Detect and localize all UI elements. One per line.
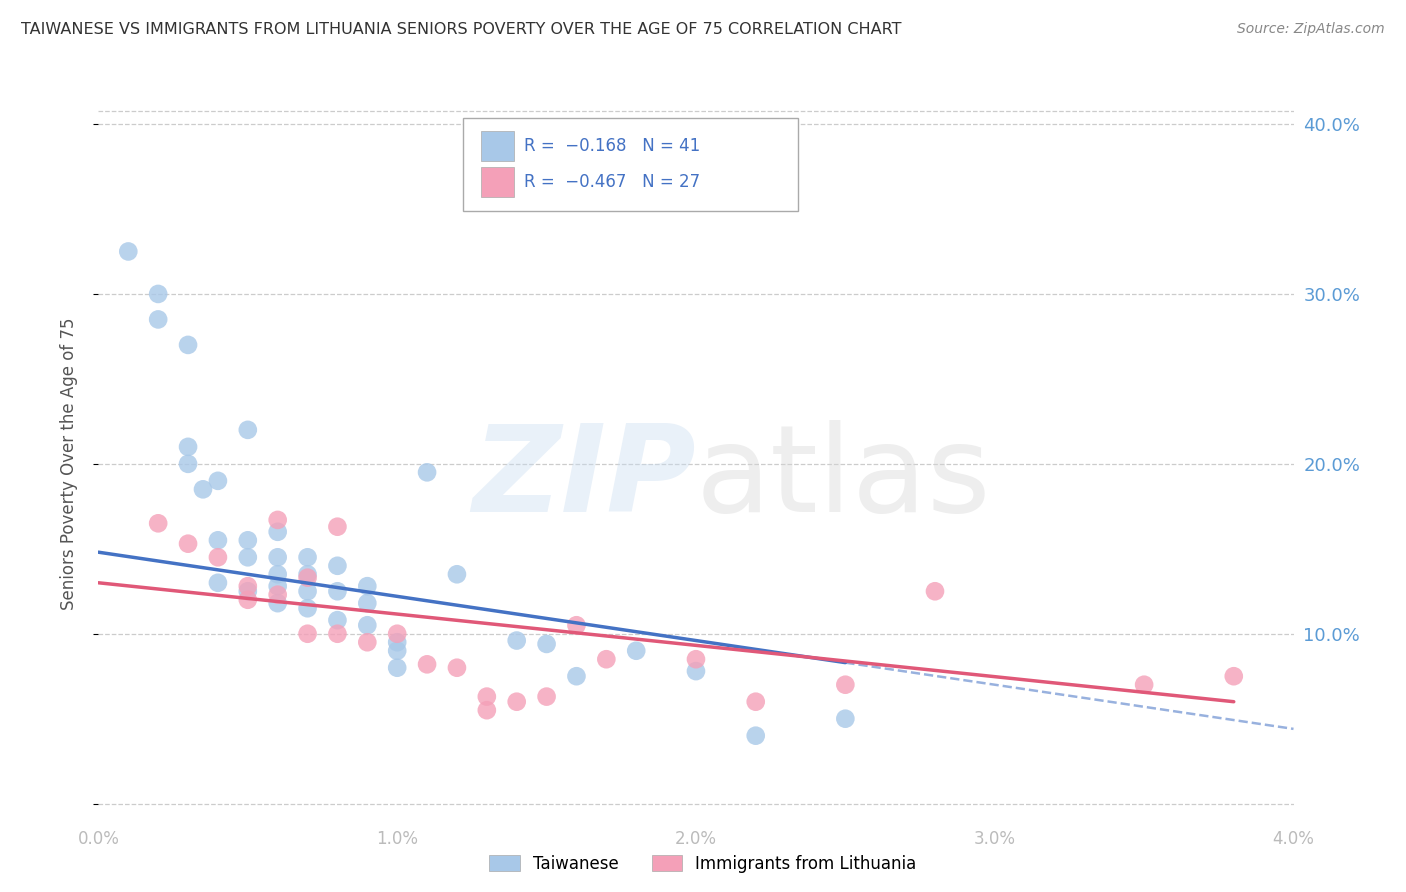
Point — [267, 567, 290, 582]
Point — [117, 244, 139, 259]
Point — [565, 618, 588, 632]
Point — [685, 664, 707, 678]
Point — [297, 567, 319, 582]
Point — [148, 287, 170, 301]
Point — [506, 695, 529, 709]
Text: atlas: atlas — [696, 419, 991, 537]
Point — [267, 588, 290, 602]
Legend: Taiwanese, Immigrants from Lithuania: Taiwanese, Immigrants from Lithuania — [482, 848, 924, 880]
Point — [385, 661, 409, 675]
Point — [267, 513, 290, 527]
Point — [236, 550, 259, 565]
Text: Source: ZipAtlas.com: Source: ZipAtlas.com — [1237, 22, 1385, 37]
Point — [177, 440, 200, 454]
Point — [207, 575, 229, 590]
Point — [834, 712, 856, 726]
Point — [385, 626, 409, 640]
Point — [624, 644, 647, 658]
Text: TAIWANESE VS IMMIGRANTS FROM LITHUANIA SENIORS POVERTY OVER THE AGE OF 75 CORREL: TAIWANESE VS IMMIGRANTS FROM LITHUANIA S… — [21, 22, 901, 37]
Point — [207, 533, 229, 548]
Point — [177, 338, 200, 352]
Point — [446, 567, 468, 582]
Point — [356, 635, 378, 649]
Text: R =  −0.168   N = 41: R = −0.168 N = 41 — [524, 137, 700, 155]
Point — [385, 635, 409, 649]
Point — [236, 579, 259, 593]
Point — [236, 533, 259, 548]
Point — [267, 524, 290, 539]
Point — [745, 729, 768, 743]
Y-axis label: Seniors Poverty Over the Age of 75: Seniors Poverty Over the Age of 75 — [59, 318, 77, 610]
Point — [416, 657, 439, 672]
Point — [834, 678, 856, 692]
Point — [475, 690, 498, 704]
Point — [297, 550, 319, 565]
Point — [685, 652, 707, 666]
Point — [356, 618, 378, 632]
Point — [326, 584, 349, 599]
Point — [297, 571, 319, 585]
Point — [595, 652, 617, 666]
Point — [177, 457, 200, 471]
Point — [207, 474, 229, 488]
Point — [191, 483, 214, 497]
Point — [475, 703, 498, 717]
Point — [745, 695, 768, 709]
Point — [267, 550, 290, 565]
Point — [356, 596, 378, 610]
Point — [446, 661, 468, 675]
FancyBboxPatch shape — [481, 131, 515, 161]
Point — [536, 637, 558, 651]
Text: R =  −0.467   N = 27: R = −0.467 N = 27 — [524, 173, 700, 191]
Point — [326, 613, 349, 627]
Point — [326, 626, 349, 640]
Point — [297, 584, 319, 599]
Point — [1133, 678, 1156, 692]
Point — [565, 669, 588, 683]
Point — [326, 558, 349, 573]
Point — [236, 423, 259, 437]
Point — [267, 596, 290, 610]
Point — [536, 690, 558, 704]
Point — [177, 537, 200, 551]
Point — [356, 579, 378, 593]
Point — [416, 466, 439, 480]
Point — [924, 584, 946, 599]
Point — [148, 312, 170, 326]
FancyBboxPatch shape — [481, 167, 515, 197]
Point — [506, 633, 529, 648]
FancyBboxPatch shape — [463, 118, 797, 211]
Point — [236, 592, 259, 607]
Point — [297, 626, 319, 640]
Point — [148, 516, 170, 531]
Text: ZIP: ZIP — [472, 419, 696, 537]
Point — [385, 644, 409, 658]
Point — [326, 519, 349, 533]
Point — [1222, 669, 1246, 683]
Point — [207, 550, 229, 565]
Point — [236, 584, 259, 599]
Point — [297, 601, 319, 615]
Point — [267, 579, 290, 593]
